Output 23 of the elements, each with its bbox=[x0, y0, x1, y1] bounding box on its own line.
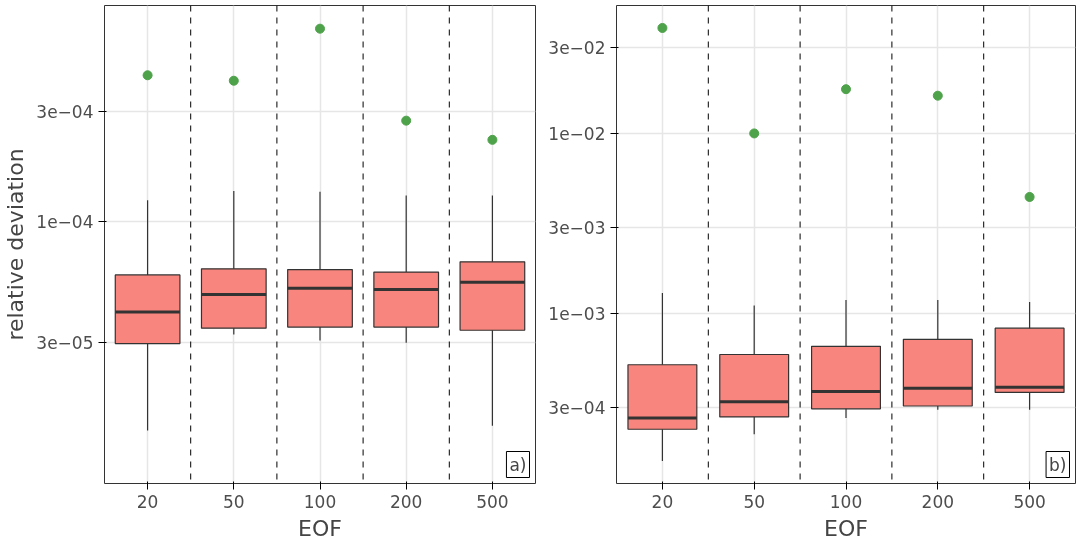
y-axis-title: relative deviation bbox=[3, 148, 29, 341]
x-axis-title: EOF bbox=[824, 515, 868, 541]
x-tick-label: 500 bbox=[476, 491, 509, 512]
x-tick-label: 50 bbox=[222, 491, 245, 512]
y-tick-label: 3e−04 bbox=[36, 102, 94, 123]
y-tick-label: 3e−02 bbox=[548, 37, 606, 58]
x-tick-label: 200 bbox=[921, 491, 955, 512]
y-tick-label: 1e−02 bbox=[548, 123, 606, 144]
x-tick-label: 200 bbox=[389, 491, 423, 512]
y-tick-label: 3e−05 bbox=[36, 332, 94, 353]
x-tick-label: 50 bbox=[743, 491, 766, 512]
x-tick-label: 20 bbox=[651, 491, 674, 512]
x-tick-label: 500 bbox=[1013, 491, 1046, 512]
annotation: a) bbox=[509, 454, 527, 475]
annotation: b) bbox=[1049, 454, 1067, 475]
x-tick-label: 100 bbox=[829, 491, 863, 512]
x-tick-label: 100 bbox=[303, 491, 337, 512]
y-tick-label: 1e−03 bbox=[548, 304, 606, 325]
y-tick-label: 3e−04 bbox=[548, 398, 606, 419]
y-tick-label: 3e−03 bbox=[548, 218, 606, 239]
x-axis-title: EOF bbox=[298, 515, 342, 541]
x-tick-label: 20 bbox=[136, 491, 159, 512]
y-tick-label: 1e−04 bbox=[36, 212, 94, 233]
